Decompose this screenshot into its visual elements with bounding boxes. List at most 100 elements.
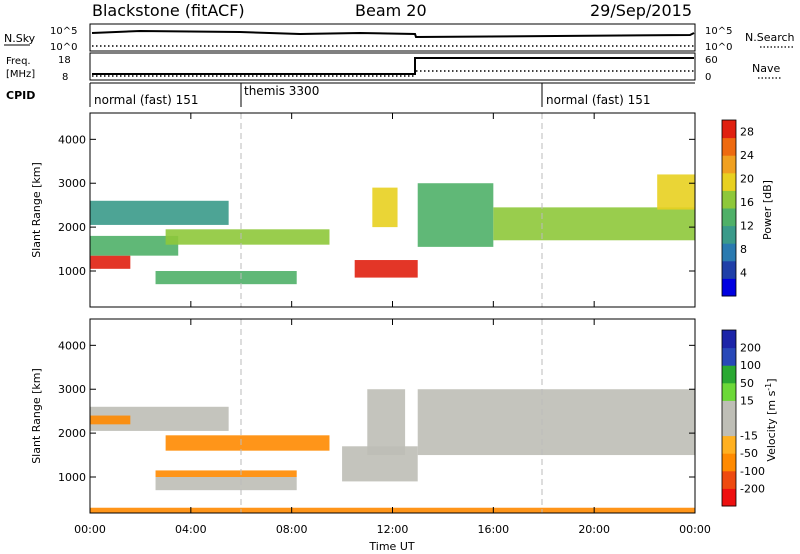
power-cbar-seg-8 (722, 137, 736, 156)
vel-cbar-tick-3: -15 (740, 430, 758, 443)
vel-cbar-seg-5 (722, 400, 736, 419)
power-cbar-tick-5: 24 (740, 149, 754, 162)
vel-cbar-seg-4 (722, 418, 736, 437)
vel-cbar-seg-8 (722, 347, 736, 366)
vel-ytick-label-3: 4000 (58, 339, 86, 352)
power-region-2 (90, 200, 229, 225)
power-region-9 (657, 174, 695, 210)
vel-cbar-seg-2 (722, 453, 736, 472)
nave-tick-high: 60 (705, 55, 718, 66)
power-region-0 (90, 255, 131, 269)
nsearch-tick-low: 10^0 (705, 42, 732, 53)
vel-cbar-seg-9 (722, 330, 736, 349)
vel-cbar-tick-1: -100 (740, 465, 765, 478)
vel-cbar-seg-0 (722, 488, 736, 507)
vel-region-2 (165, 435, 330, 451)
vel-cbar-seg-1 (722, 470, 736, 489)
cpid-segment-1: normal (fast) 151 (94, 93, 198, 107)
vel-ytick-label-1: 2000 (58, 427, 86, 440)
xtick-label-1: 04:00 (175, 523, 207, 536)
power-cbar-seg-1 (722, 260, 736, 279)
vel-cbar-tick-6: 100 (740, 359, 761, 372)
velocity-xlabel: Time UT (368, 540, 414, 553)
power-cbar-tick-0: 4 (740, 267, 747, 280)
velocity-cbar-label: Velocity [m s-1] (764, 378, 778, 461)
power-cbar-tick-1: 8 (740, 243, 747, 256)
nsky-panel: N.Sky 10^5 10^0 10^5 10^0 N.Search (4, 23, 795, 53)
cpid-panel: CPID normal (fast) 151 themis 3300 norma… (6, 82, 695, 107)
power-cbar-seg-9 (722, 120, 736, 139)
power-ytick-label-3: 4000 (58, 133, 86, 146)
power-cbar-seg-5 (722, 190, 736, 209)
velocity-data (90, 389, 695, 513)
nave-label: Nave (752, 62, 780, 75)
vel-cbar-seg-3 (722, 435, 736, 454)
xtick-label-3: 12:00 (377, 523, 409, 536)
vel-cbar-tick-0: -200 (740, 482, 765, 495)
beam-title: Beam 20 (355, 1, 427, 20)
nsearch-tick-high: 10^5 (705, 26, 732, 37)
cpid-label: CPID (6, 89, 35, 102)
power-region-8 (493, 207, 695, 241)
freq-label-2: [MHz] (6, 69, 35, 80)
power-cbar-seg-6 (722, 172, 736, 191)
freq-panel: Freq. [MHz] 18 8 60 0 Nave (6, 52, 782, 83)
xtick-label-2: 08:00 (276, 523, 308, 536)
nave-dots (92, 70, 694, 77)
nsky-label: N.Sky (4, 32, 36, 45)
vel-cbar-tick-7: 200 (740, 342, 761, 355)
power-region-3 (165, 229, 330, 245)
vel-region-1 (90, 415, 131, 425)
power-cbar-seg-0 (722, 278, 736, 297)
power-cbar-tick-3: 16 (740, 196, 754, 209)
nsky-tick-low: 10^0 (50, 42, 77, 53)
freq-tick-high: 18 (58, 55, 71, 66)
vel-region-4 (155, 470, 297, 478)
power-ytick-label-2: 3000 (58, 177, 86, 190)
power-cbar-tick-4: 20 (740, 173, 754, 186)
power-ytick-label-0: 1000 (58, 265, 86, 278)
cpid-segment-3: normal (fast) 151 (546, 93, 650, 107)
vel-cbar-tick-5: 50 (740, 377, 754, 390)
power-cbar-seg-3 (722, 225, 736, 244)
power-region-4 (155, 271, 297, 285)
vel-cbar-seg-6 (722, 382, 736, 401)
velocity-panel: 1000 2000 3000 4000 Slant Range [km] 00:00 0… (30, 113, 778, 553)
power-cbar-tick-2: 12 (740, 220, 754, 233)
power-cbar-seg-7 (722, 155, 736, 174)
cpid-segment-2: themis 3300 (244, 84, 319, 98)
power-ylabel: Slant Range [km] (30, 162, 43, 258)
velocity-colorbar: -200 -100 -50 -15 15 50 100 200 (721, 329, 765, 507)
power-cbar-seg-2 (722, 243, 736, 262)
power-cbar-label: Power [dB] (761, 180, 774, 240)
vel-ytick-label-0: 1000 (58, 471, 86, 484)
power-cbar-seg-4 (722, 208, 736, 227)
freq-line (92, 57, 694, 75)
power-region-6 (372, 187, 398, 228)
velocity-ylabel: Slant Range [km] (30, 368, 43, 464)
vel-ytick-label-2: 3000 (58, 383, 86, 396)
vel-region-8 (417, 389, 695, 456)
xtick-label-4: 16:00 (477, 523, 509, 536)
nsky-line (91, 29, 695, 39)
power-region-5 (354, 260, 418, 278)
power-ytick-label-1: 2000 (58, 221, 86, 234)
vel-region-3 (155, 477, 297, 491)
vel-region-7 (367, 389, 406, 456)
vel-cbar-tick-2: -50 (740, 447, 758, 460)
power-panel: 1000 2000 3000 4000 Slant Range [km] 4 8 12 16… (30, 112, 774, 308)
vel-cbar-seg-7 (722, 365, 736, 384)
power-region-7 (417, 183, 494, 247)
date-title: 29/Sep/2015 (590, 1, 692, 20)
vel-cbar-tick-4: 15 (740, 394, 754, 407)
freq-tick-low: 8 (62, 72, 68, 83)
power-region-1 (90, 235, 179, 256)
nsearch-label: N.Search (745, 31, 795, 44)
station-title: Blackstone (fitACF) (92, 1, 245, 20)
xtick-label-6: 00:00 (679, 523, 711, 536)
nsky-tick-high: 10^5 (50, 26, 77, 37)
xtick-label-0: 00:00 (74, 523, 106, 536)
power-colorbar: 4 8 12 16 20 24 28 (721, 119, 754, 297)
nave-tick-low: 0 (705, 72, 711, 83)
